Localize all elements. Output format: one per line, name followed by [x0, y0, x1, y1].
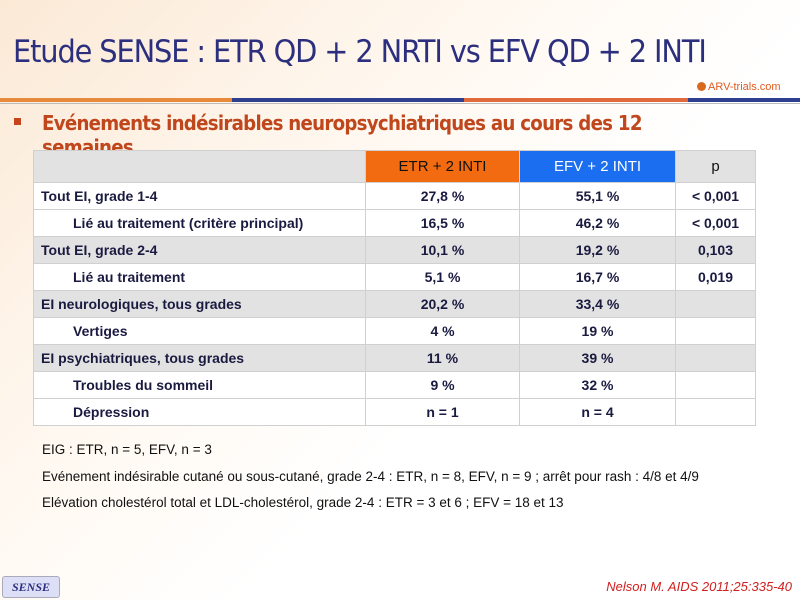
row-label: EI psychiatriques, tous grades	[33, 344, 366, 372]
header-etr: ETR + 2 INTI	[365, 150, 520, 183]
header-p: p	[675, 150, 756, 183]
p-value	[675, 317, 756, 345]
efv-value: 16,7 %	[519, 263, 676, 291]
notes: EIG : ETR, n = 5, EFV, n = 3 Evénement i…	[42, 437, 699, 517]
note: Elévation cholestérol total et LDL-chole…	[42, 495, 564, 510]
etr-value: 4 %	[365, 317, 520, 345]
table-row: EI neurologiques, tous grades 20,2 % 33,4 …	[33, 290, 756, 318]
table-row: Tout EI, grade 1-4 27,8 % 55,1 % < 0,001	[33, 182, 756, 210]
divider-thin	[0, 103, 800, 104]
efv-value: 32 %	[519, 371, 676, 399]
p-value	[675, 398, 756, 426]
row-label: Troubles du sommeil	[33, 371, 366, 399]
adverse-events-table: ETR + 2 INTI EFV + 2 INTI p Tout EI, gra…	[33, 150, 756, 426]
etr-value: 11 %	[365, 344, 520, 372]
note: EIG : ETR, n = 5, EFV, n = 3	[42, 442, 212, 457]
row-label: Tout EI, grade 2-4	[33, 236, 366, 264]
etr-value: 16,5 %	[365, 209, 520, 237]
p-value: < 0,001	[675, 209, 756, 237]
row-label: Dépression	[33, 398, 366, 426]
efv-value: n = 4	[519, 398, 676, 426]
p-value	[675, 371, 756, 399]
logo-icon	[697, 82, 706, 91]
header-efv: EFV + 2 INTI	[519, 150, 676, 183]
row-label: EI neurologiques, tous grades	[33, 290, 366, 318]
row-label: Lié au traitement (critère principal)	[33, 209, 366, 237]
p-value: < 0,001	[675, 182, 756, 210]
etr-value: 20,2 %	[365, 290, 520, 318]
citation: Nelson M. AIDS 2011;25:335-40	[606, 579, 792, 594]
table-row: Troubles du sommeil 9 % 32 %	[33, 371, 756, 399]
efv-value: 46,2 %	[519, 209, 676, 237]
row-label: Vertiges	[33, 317, 366, 345]
table-header-row: ETR + 2 INTI EFV + 2 INTI p	[33, 150, 756, 183]
efv-value: 55,1 %	[519, 182, 676, 210]
p-value: 0,019	[675, 263, 756, 291]
efv-value: 39 %	[519, 344, 676, 372]
etr-value: 5,1 %	[365, 263, 520, 291]
table-row: Lié au traitement 5,1 % 16,7 % 0,019	[33, 263, 756, 291]
table-row: Tout EI, grade 2-4 10,1 % 19,2 % 0,103	[33, 236, 756, 264]
logo-text: ARV-trials.com	[708, 81, 781, 93]
etr-value: n = 1	[365, 398, 520, 426]
p-value	[675, 344, 756, 372]
arv-trials-logo: ARV-trials.com	[694, 80, 784, 94]
efv-value: 19 %	[519, 317, 676, 345]
header-empty	[33, 150, 366, 183]
etr-value: 27,8 %	[365, 182, 520, 210]
table-row: Lié au traitement (critère principal) 16,…	[33, 209, 756, 237]
etr-value: 10,1 %	[365, 236, 520, 264]
subtitle: Evénements indésirables neuropsychiatriq…	[42, 111, 643, 159]
bullet-icon	[14, 118, 21, 125]
row-label: Tout EI, grade 1-4	[33, 182, 366, 210]
efv-value: 19,2 %	[519, 236, 676, 264]
efv-value: 33,4 %	[519, 290, 676, 318]
row-label: Lié au traitement	[33, 263, 366, 291]
study-badge: SENSE	[2, 576, 60, 598]
p-value: 0,103	[675, 236, 756, 264]
slide-title: Etude SENSE : ETR QD + 2 NRTI vs EFV QD …	[13, 34, 707, 70]
table-row: EI psychiatriques, tous grades 11 % 39 %	[33, 344, 756, 372]
table-row: Vertiges 4 % 19 %	[33, 317, 756, 345]
p-value	[675, 290, 756, 318]
divider	[0, 98, 800, 102]
etr-value: 9 %	[365, 371, 520, 399]
note: Evénement indésirable cutané ou sous-cut…	[42, 468, 699, 484]
